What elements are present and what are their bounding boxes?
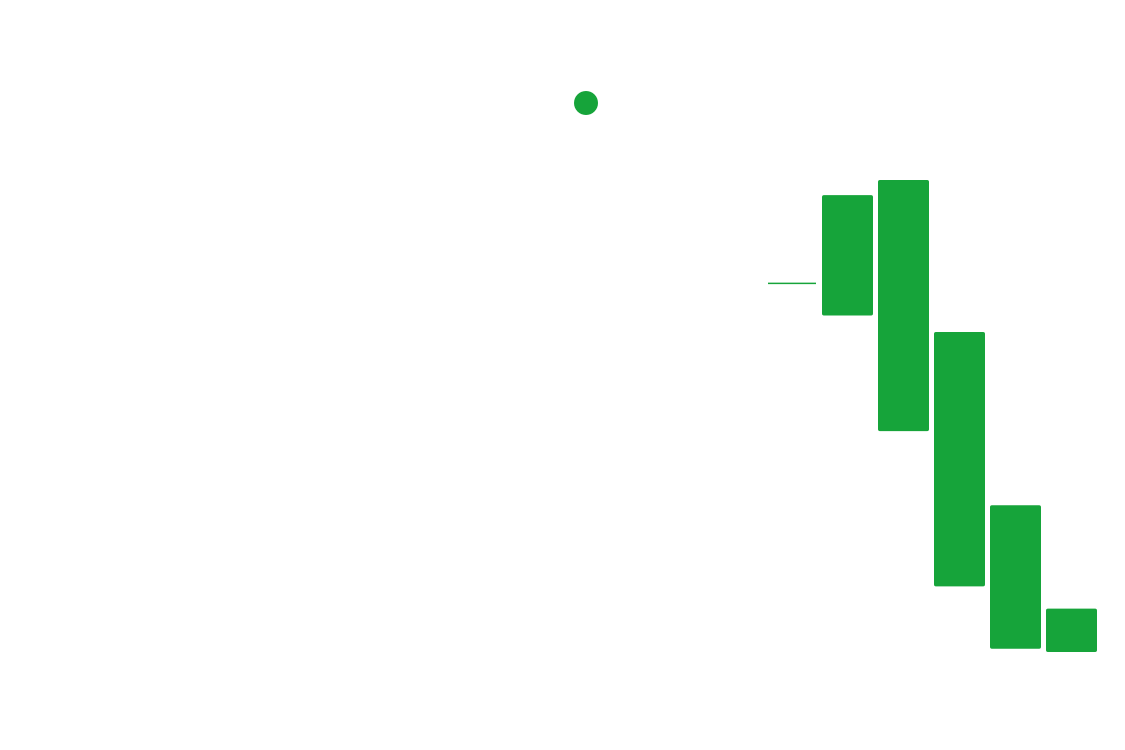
marker-dot	[574, 91, 598, 115]
bar-layer	[822, 180, 1097, 652]
bar-1	[822, 195, 873, 316]
bar-4	[990, 505, 1041, 649]
bar-2	[878, 180, 929, 432]
bar-5	[1046, 608, 1097, 652]
bar-3	[934, 331, 985, 587]
marker-layer	[574, 91, 598, 115]
